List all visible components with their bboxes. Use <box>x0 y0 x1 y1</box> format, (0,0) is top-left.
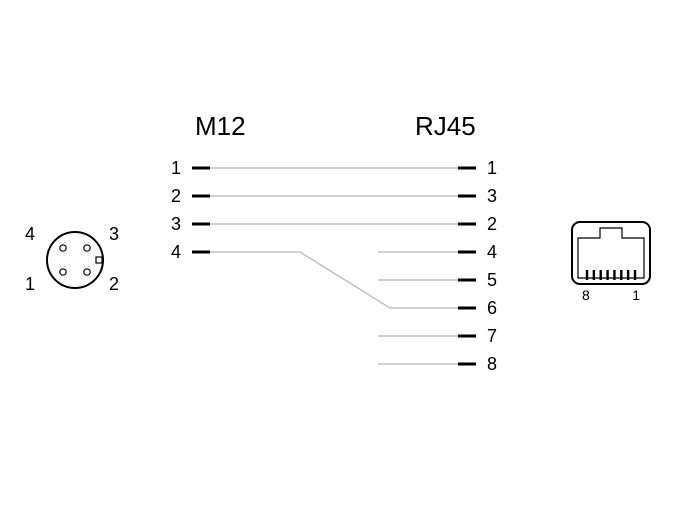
right-pin-column <box>458 168 476 364</box>
right-pin-label: 2 <box>487 214 497 234</box>
right-pin-label: 7 <box>487 326 497 346</box>
m12-key-notch <box>96 257 102 263</box>
right-pin-label: 3 <box>487 186 497 206</box>
right-pin-label: 6 <box>487 298 497 318</box>
m12-pin <box>84 269 90 275</box>
m12-connector-icon <box>47 232 103 288</box>
m12-pin <box>60 269 66 275</box>
right-pin-label: 8 <box>487 354 497 374</box>
left-pin-label: 4 <box>171 242 181 262</box>
m12-pin <box>60 245 66 251</box>
rj45-connector-icon <box>572 222 650 284</box>
m12-pin-label: 1 <box>25 274 35 294</box>
m12-pin-label: 3 <box>109 224 119 244</box>
wires <box>210 168 458 364</box>
left-pin-label: 1 <box>171 158 181 178</box>
left-pin-label: 3 <box>171 214 181 234</box>
right-pin-label: 4 <box>487 242 497 262</box>
right-connector-title: RJ45 <box>415 111 476 141</box>
left-pin-label: 2 <box>171 186 181 206</box>
right-pin-label: 5 <box>487 270 497 290</box>
rj45-pin-label-left: 8 <box>582 287 590 303</box>
m12-pin-label: 4 <box>25 224 35 244</box>
left-pin-column <box>192 168 210 252</box>
right-pin-label: 1 <box>487 158 497 178</box>
rj45-pin-label-right: 1 <box>632 287 640 303</box>
m12-pin-label: 2 <box>109 274 119 294</box>
left-connector-title: M12 <box>195 111 246 141</box>
pinout-diagram: M12 RJ45 1 2 3 4 1 3 2 4 5 6 7 8 3 4 2 1 8 1 <box>0 0 700 530</box>
m12-pin <box>84 245 90 251</box>
